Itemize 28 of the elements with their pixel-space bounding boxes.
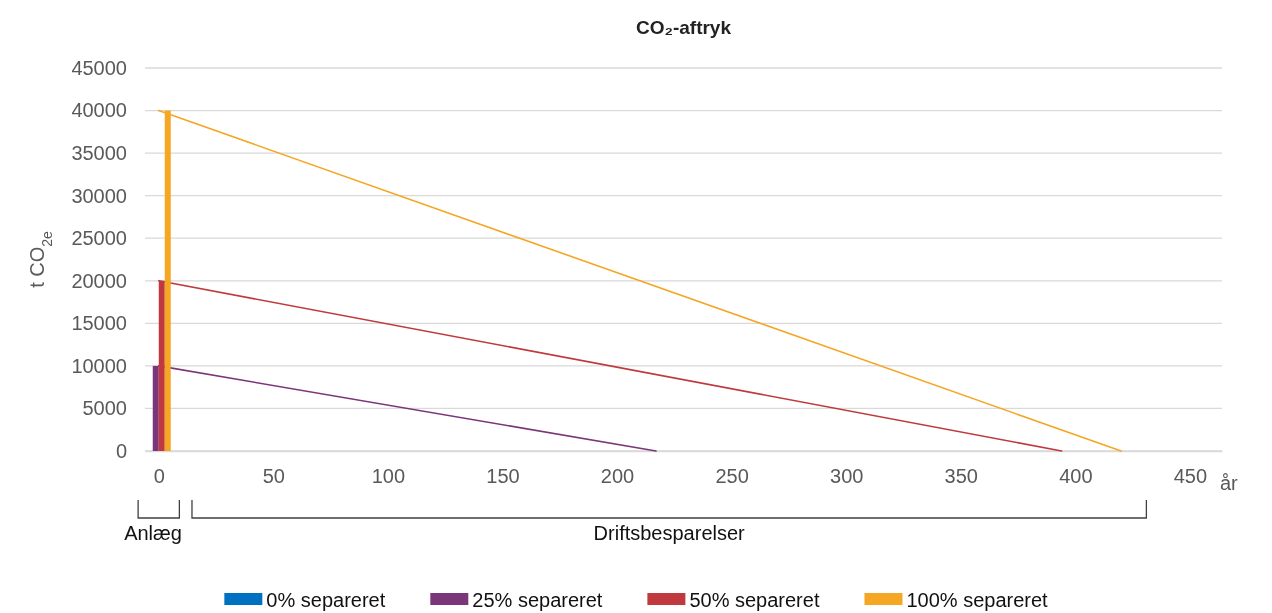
x-tick-label: 250 [715,465,749,488]
x-tick-label: 300 [830,465,864,488]
legend-label: 100% separeret [906,589,1049,611]
x-tick-label: 350 [944,465,978,488]
y-tick-label: 35000 [71,142,127,165]
text: Driftsbesparelser [593,522,746,544]
y-tick-label: 20000 [71,269,127,292]
legend-label: 50% separeret [689,589,820,611]
y-tick-label: 45000 [71,56,127,79]
x-tick-label: 400 [1059,465,1093,488]
y-tick-label: 5000 [82,397,127,420]
legend-label: 25% separeret [472,589,603,611]
y-tick-label: 10000 [71,354,127,377]
y-tick-label: 40000 [71,99,127,122]
x-axis-title: år [1219,472,1239,494]
x-tick-label: 150 [486,465,520,488]
x-tick-label: 50 [262,465,285,488]
text: Anlæg [124,522,182,544]
x-tick-label: 100 [371,465,406,488]
y-tick-label: 25000 [71,227,127,250]
x-tick-label: 200 [600,465,635,488]
x-tick-label: 450 [1173,465,1208,488]
y-tick-label: 15000 [71,312,127,335]
y-tick-label: 0 [115,439,127,462]
chart-title: CO₂-aftryk [635,17,732,38]
y-tick-label: 30000 [71,184,127,207]
x-tick-label: 0 [153,465,165,488]
legend-label: 0% separeret [266,589,386,611]
